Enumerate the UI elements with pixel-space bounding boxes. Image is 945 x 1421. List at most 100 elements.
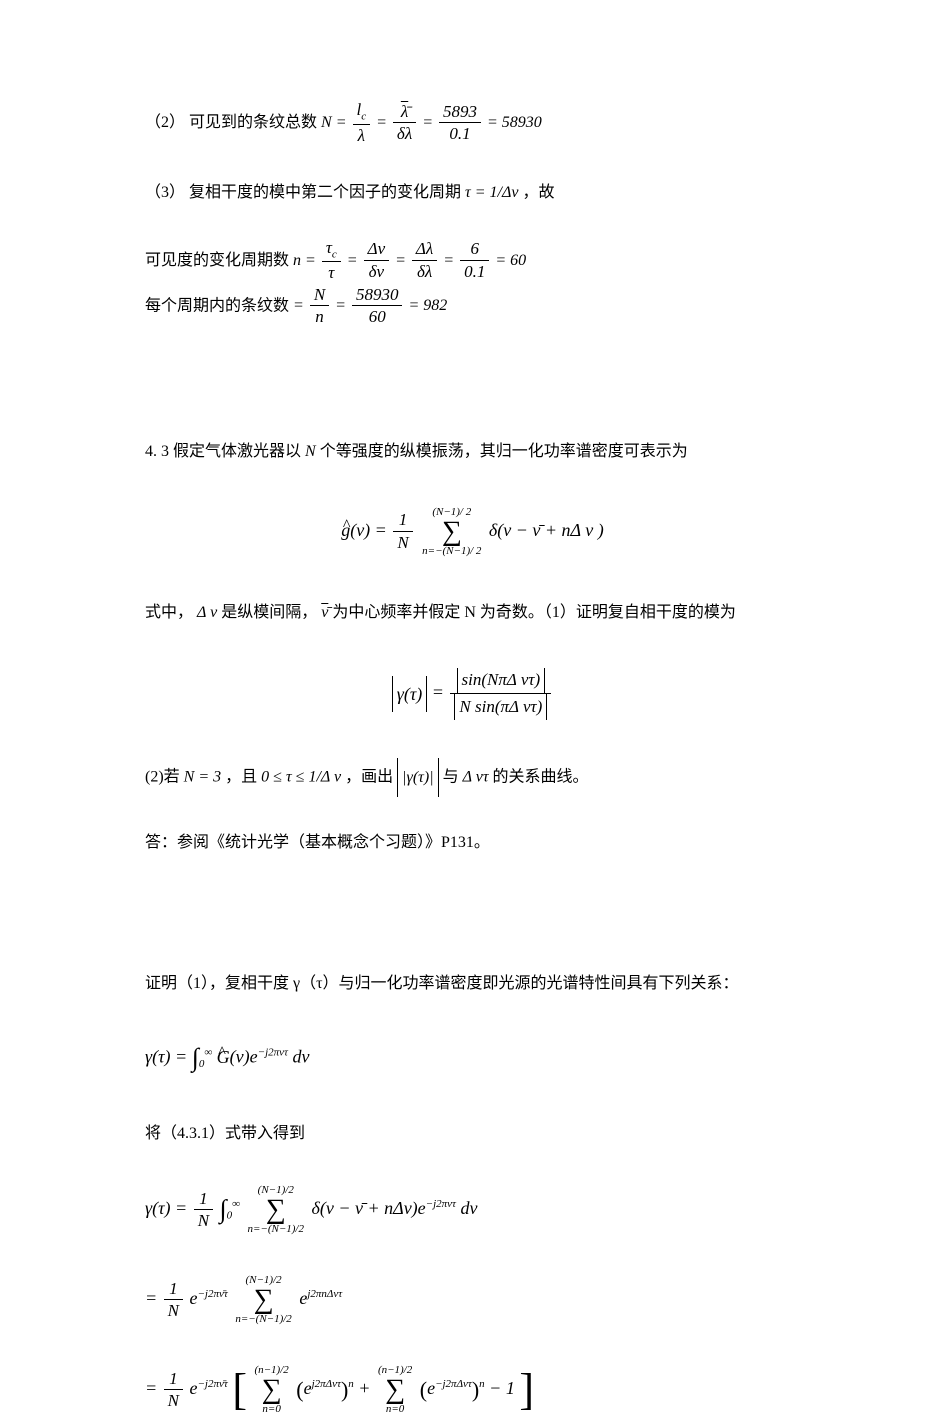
num: 1 <box>194 1189 213 1210</box>
derivation-line2: = 1 N e−j2πν̄τ (N−1)/2 ∑ n=−(N−1)/2 ej2π… <box>145 1275 800 1325</box>
frac-dnu-deltanu: Δν δν <box>364 239 390 282</box>
abs-gamma-tau: |γ(τ)| <box>397 768 438 785</box>
frac-den: δλ <box>393 123 416 145</box>
frac-6-01: 6 0.1 <box>460 239 489 282</box>
problem-43-part2: (2)若 N = 3 ，且 0 ≤ τ ≤ 1/Δ ν ，画出 |γ(τ)| 与… <box>145 758 800 797</box>
frac-1N: 1 N <box>164 1279 183 1322</box>
item-3-result-fringes: 982 <box>423 297 447 314</box>
frac-dlambda-deltalambda: Δλ δλ <box>412 239 437 282</box>
abs-gamma: γ(τ) <box>392 676 428 712</box>
den: N <box>164 1300 183 1322</box>
frac-num: Δλ <box>412 239 437 260</box>
txt: 的关系曲线。 <box>493 768 589 785</box>
item-3-tau: τ = 1/Δν <box>465 184 518 201</box>
problem-43-stem2: 个等强度的纵模振荡，其归一化功率谱密度可表示为 <box>320 443 688 460</box>
frac-num: Δν <box>364 239 390 260</box>
exp: −j2πντ <box>426 1199 456 1211</box>
item-3-line2: 可见度的变化周期数 n = τc τ = Δν δν = Δλ δλ = 6 0… <box>145 238 800 328</box>
termA: e <box>304 1379 312 1399</box>
frac-den: N <box>393 532 412 554</box>
frac-num-sub: c <box>361 110 366 122</box>
item-3-result-n: 60 <box>510 252 526 269</box>
problem-43-label: 4. 3 <box>145 443 173 460</box>
delta-nu-tau: Δ ντ <box>463 768 489 785</box>
int-low: 0 <box>199 1059 205 1071</box>
txt: 是纵模间隔， <box>221 604 317 621</box>
den: N <box>194 1210 213 1232</box>
problem-43-answer: 答：参阅《统计光学（基本概念个习题）》P131。 <box>145 825 800 860</box>
item-2-result: 58930 <box>502 114 542 131</box>
frac-den: δλ <box>412 261 437 283</box>
item-3-line1: （3） 复相干度的模中第二个因子的变化周期 τ = 1/Δν ，故 <box>145 175 800 210</box>
problem-43-stem1: 假定气体激光器以 <box>173 443 301 460</box>
mod-den: N sin(πΔ ντ) <box>454 694 547 720</box>
N-eq-3: N = 3 <box>184 768 221 785</box>
sum-symbol: (N−1)/ 2 ∑ n=−(N−1)/ 2 <box>422 507 481 557</box>
frac-den: 0.1 <box>460 261 489 283</box>
proof-insert: 将（4.3.1）式带入得到 <box>145 1116 800 1151</box>
txt: 与 <box>443 768 459 785</box>
frac-den: n <box>310 306 329 328</box>
frac-num-sub: c <box>332 248 337 260</box>
sum-bot: n=−(N−1)/ 2 <box>422 546 481 557</box>
eq: = <box>145 1289 157 1309</box>
txt: 式中， <box>145 604 193 621</box>
txt: ，且 <box>225 768 257 785</box>
item-2-formula: N = lc λ = λ̄ δλ = 5893 0.1 = 58930 <box>321 114 542 131</box>
item-3-text1: 复相干度的模中第二个因子的变化周期 <box>189 184 461 201</box>
frac-num: 58930 <box>352 285 403 306</box>
frac-num: 6 <box>460 239 489 260</box>
int-up: ∞ <box>204 1047 212 1059</box>
spacer <box>145 356 800 406</box>
nu-bar: ν̄ <box>321 604 328 621</box>
bot: n=−(N−1)/2 <box>235 1314 292 1325</box>
problem-43-stem: 4. 3 假定气体激光器以 N 个等强度的纵模振荡，其归一化功率谱密度可表示为 <box>145 434 800 469</box>
den: N <box>164 1390 183 1412</box>
item-2-label: （2） <box>145 114 185 131</box>
exp: −j2πντ <box>258 1047 288 1059</box>
bot: n=−(N−1)/2 <box>248 1224 305 1235</box>
frac-den: 60 <box>352 306 403 328</box>
problem-43-eq-main: g(ν) = 1 N (N−1)/ 2 ∑ n=−(N−1)/ 2 δ(ν − … <box>145 507 800 557</box>
item-3-tail: ，故 <box>523 184 555 201</box>
phase: e <box>190 1379 198 1399</box>
document-body: （2） 可见到的条纹总数 N = lc λ = λ̄ δλ = 5893 0.1… <box>145 100 800 1421</box>
frac-58930-60: 58930 60 <box>352 285 403 328</box>
item-3-line3-formula: = N n = 58930 60 = 982 <box>293 297 447 314</box>
num: 1 <box>164 1279 183 1300</box>
frac-tauc-tau: τc τ <box>322 238 341 285</box>
int-low: 0 <box>227 1210 233 1222</box>
eq-lhs: g <box>341 520 350 540</box>
phase-exp: −j2πν̄τ <box>198 1379 228 1391</box>
gamma-lhs: γ(τ) <box>145 1047 171 1067</box>
problem-43-N: N <box>305 443 316 460</box>
frac-num: λ̄ <box>393 102 416 123</box>
body: δ(ν − ν̄ + nΔν)e <box>312 1199 426 1219</box>
frac-den: λ <box>353 125 371 147</box>
sum: (N−1)/2 ∑ n=−(N−1)/2 <box>248 1185 305 1235</box>
derivation-line3: = 1 N e−j2πν̄τ [ (n−1)/2 ∑ n=0 (ej2πΔντ)… <box>145 1365 800 1415</box>
sumB: (n−1)/2 ∑ n=0 <box>378 1365 412 1415</box>
txt: (2)若 <box>145 768 180 785</box>
item-3-line2-prefix: 可见度的变化周期数 <box>145 252 289 269</box>
phase: e <box>190 1289 198 1309</box>
body-exp: j2πnΔντ <box>307 1289 342 1301</box>
item-3-label: （3） <box>145 184 185 201</box>
problem-43-line2: 式中， Δ ν 是纵模间隔， ν̄ 为中心频率并假定 N 为奇数。（1）证明复自… <box>145 595 800 630</box>
powA: n <box>348 1379 354 1391</box>
frac-num: 5893 <box>439 102 481 123</box>
bot: n=0 <box>378 1404 412 1415</box>
item-3-line2-formula: n = τc τ = Δν δν = Δλ δλ = 6 0.1 = 60 <box>293 252 526 269</box>
frac-lc-lambda: lc λ <box>353 100 371 147</box>
num: 1 <box>164 1369 183 1390</box>
termB: e <box>427 1379 435 1399</box>
int-up: ∞ <box>232 1199 240 1211</box>
delta-nu: Δ ν <box>197 604 217 621</box>
spacer <box>145 888 800 938</box>
frac-sin-Nsin: sin(NπΔ ντ) N sin(πΔ ντ) <box>450 668 551 719</box>
sumA: (n−1)/2 ∑ n=0 <box>254 1365 288 1415</box>
item-2: （2） 可见到的条纹总数 N = lc λ = λ̄ δλ = 5893 0.1… <box>145 100 800 147</box>
eq: = <box>145 1379 157 1399</box>
tau-range: 0 ≤ τ ≤ 1/Δ ν <box>261 768 341 785</box>
frac-5893-01: 5893 0.1 <box>439 102 481 145</box>
